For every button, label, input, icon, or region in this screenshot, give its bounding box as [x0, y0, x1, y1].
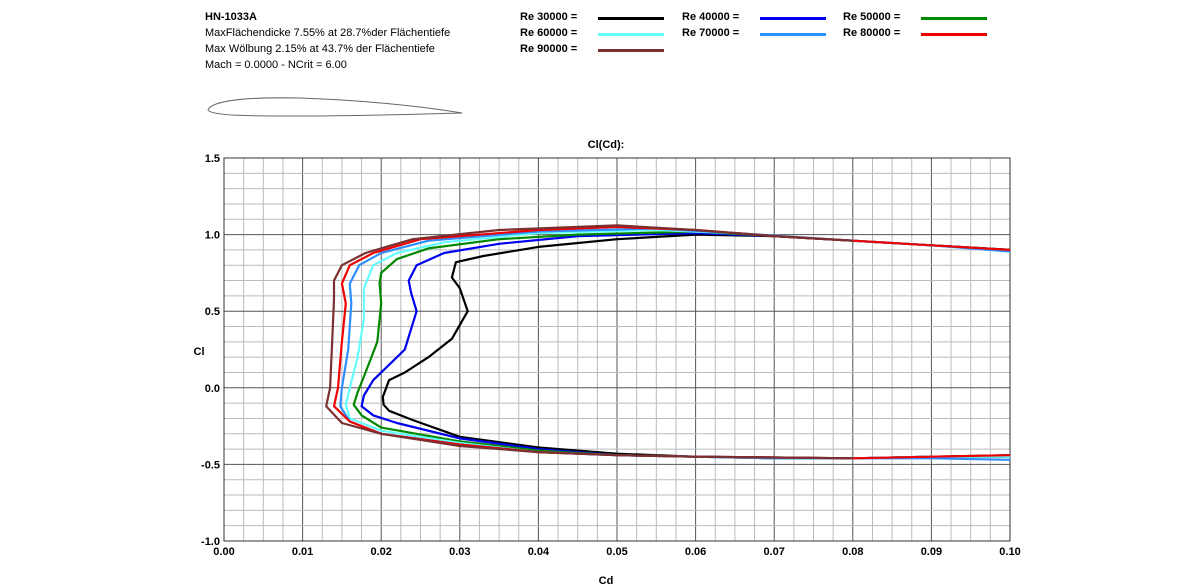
y-tick-label: 1.5	[205, 153, 220, 165]
series-line	[325, 224, 853, 460]
airfoil-profile-outline	[207, 97, 463, 117]
y-axis-label: Cl	[194, 346, 205, 358]
x-tick-label: 0.05	[606, 546, 627, 558]
airfoil-info: HN-1033A MaxFlächendicke 7.55% at 28.7%d…	[205, 9, 450, 73]
chart-series	[325, 224, 1011, 461]
x-tick-label: 0.08	[842, 546, 863, 558]
airfoil-camber: Max Wölbung 2.15% at 43.7% der Flächenti…	[205, 43, 435, 55]
series-line	[332, 225, 1011, 460]
x-tick-label: 0.02	[370, 546, 391, 558]
x-tick-label: 0.04	[528, 546, 550, 558]
airfoil-mach: Mach = 0.0000 - NCrit = 6.00	[205, 59, 347, 71]
series-line	[381, 233, 1011, 460]
y-tick-label: 1.0	[205, 230, 220, 242]
chart-title: Cl(Cd):	[588, 139, 625, 151]
x-tick-label: 0.09	[921, 546, 942, 558]
airfoil-name: HN-1033A	[205, 11, 257, 23]
series-line	[339, 227, 1011, 461]
airfoil-thickness: MaxFlächendicke 7.55% at 28.7%der Fläche…	[205, 27, 451, 39]
x-tick-label: 0.10	[999, 546, 1020, 558]
y-tick-label: 0.5	[205, 306, 220, 318]
x-tick-label: 0.07	[763, 546, 784, 558]
y-tick-label: -0.5	[201, 459, 220, 471]
y-tick-label: -1.0	[201, 536, 220, 548]
x-tick-label: 0.03	[449, 546, 470, 558]
y-tick-label: 0.0	[205, 383, 220, 395]
chart-axes: 0.00 0.01 0.02 0.03 0.04 0.05 0.06 0.07 0.08 0.09…	[201, 153, 1021, 558]
x-tick-label: 0.01	[292, 546, 313, 558]
x-tick-label: 0.00	[213, 546, 234, 558]
plot-frame	[223, 157, 1011, 542]
x-tick-label: 0.06	[685, 546, 706, 558]
x-axis-label: Cd	[599, 575, 614, 587]
series-line	[360, 232, 1011, 460]
